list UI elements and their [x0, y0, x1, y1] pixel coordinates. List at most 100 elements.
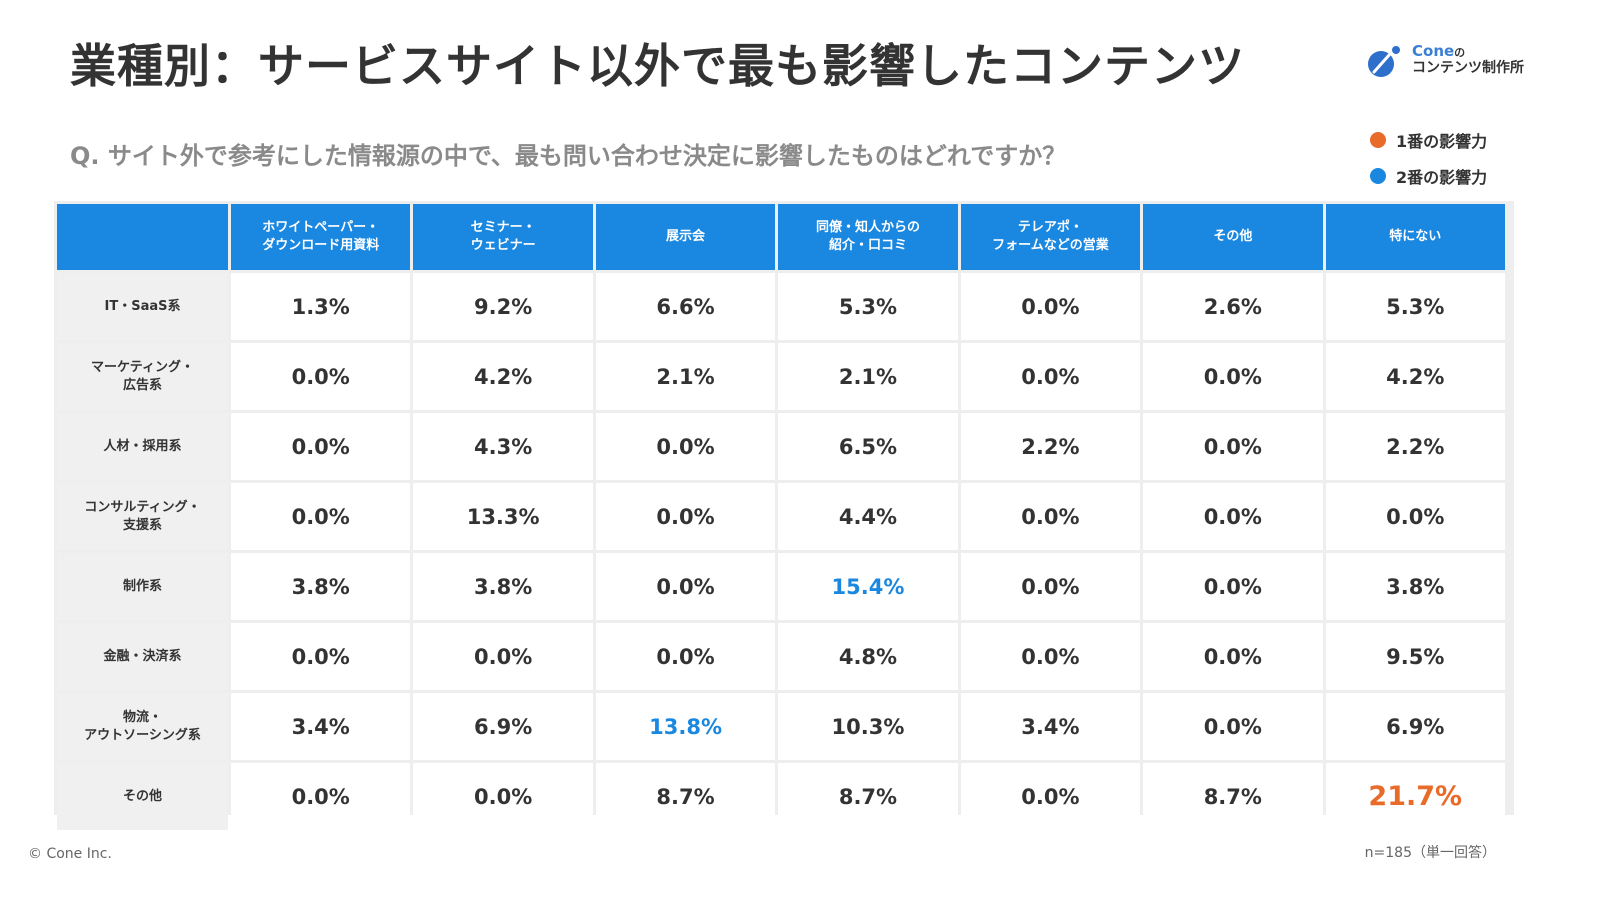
value-cell: 0.0% [231, 413, 411, 480]
value-cell: 6.6% [595, 273, 776, 340]
survey-question: Q. サイト外で参考にした情報源の中で、最も問い合わせ決定に影響したものはどれで… [70, 142, 1067, 170]
value-cell: 9.5% [1325, 623, 1505, 690]
column-header-line: フォームなどの営業 [992, 238, 1109, 253]
value-cell: 4.8% [778, 623, 958, 690]
logo-brand: Cone [1412, 42, 1455, 60]
row-label-line: 制作系 [122, 578, 162, 594]
row-label: 物流・アウトソーシング系 [57, 693, 228, 760]
column-header: 同僚・知人からの 紹介・口コミ [778, 204, 958, 270]
value-cell: 3.8% [413, 553, 593, 620]
row-label-line: マーケティング・ [91, 359, 194, 375]
row-label: マーケティング・ 広告系 [57, 343, 228, 410]
value-cell: 2.2% [1325, 413, 1505, 480]
value-cell: 0.0% [413, 623, 593, 690]
row-label: IT・SaaS系 [57, 273, 228, 340]
column-header-line: 特にない [1389, 229, 1442, 245]
table-row: マーケティング・ 広告系 0.0% 4.2% 2.1% 2.1% 0.0% 0.0% 4.2% [57, 343, 1505, 410]
column-header: ホワイトペーパー・ ダウンロード用資料 [231, 204, 411, 270]
value-cell: 0.0% [595, 413, 776, 480]
column-header-line: ダウンロード用資料 [262, 238, 380, 253]
legend-label-second: 2番の影響力 [1396, 168, 1488, 187]
table-row: コンサルティング・ 支援系 0.0% 13.3% 0.0% 4.4% 0.0% 0.0% 0.0… [57, 483, 1505, 550]
value-cell: 6.9% [1325, 693, 1505, 760]
value-cell: 13.8% [595, 693, 776, 760]
table-row: 人材・採用系 0.0% 4.3% 0.0% 6.5% 2.2% 0.0% 2.2% [57, 413, 1505, 480]
table-row: 物流・ アウトソーシング系 3.4% 6.9% 13.8% 10.3% 3.4% 0.0% 6.… [57, 693, 1505, 760]
value-cell: 0.0% [960, 343, 1141, 410]
column-header-line: その他 [1213, 229, 1253, 245]
logo-subtitle: コンテンツ制作所 [1412, 60, 1524, 77]
value-cell: 3.4% [960, 693, 1141, 760]
value-cell: 2.6% [1143, 273, 1323, 340]
legend-item-first: 1番の影響力 [1370, 122, 1487, 158]
column-header-line: セミナー・ [470, 220, 536, 236]
row-label-line: IT・SaaS系 [104, 298, 181, 314]
column-header: 展示会 [595, 204, 776, 270]
value-cell: 6.5% [778, 413, 958, 480]
value-cell: 10.3% [778, 693, 958, 760]
row-label: 制作系 [57, 553, 228, 620]
value-cell: 13.3% [413, 483, 593, 550]
value-cell: 21.7% [1325, 763, 1505, 830]
row-label-line: アウトソーシング系 [84, 727, 201, 743]
page-title: 業種別：サービスサイト以外で最も影響したコンテンツ [70, 39, 1245, 93]
cone-logo-icon [1368, 46, 1400, 77]
copyright: © Cone Inc. [28, 846, 112, 862]
value-cell: 2.1% [595, 343, 776, 410]
row-label-line: コンサルティング・ [84, 499, 201, 515]
value-cell: 0.0% [960, 273, 1141, 340]
value-cell: 4.2% [413, 343, 593, 410]
row-label: コンサルティング・ 支援系 [57, 483, 228, 550]
value-cell: 2.1% [778, 343, 958, 410]
value-cell: 0.0% [960, 483, 1141, 550]
legend: 1番の影響力 2番の影響力 [1370, 122, 1487, 194]
value-cell: 0.0% [960, 553, 1141, 620]
cone-logo: Coneの コンテンツ制作所 [1366, 42, 1566, 86]
row-label-line: 広告系 [122, 377, 162, 393]
value-cell: 0.0% [960, 623, 1141, 690]
row-label-line: 人材・採用系 [103, 438, 182, 454]
influence-table: ホワイトペーパー・ ダウンロード用資料 セミナー・ウェビナー 展示会 同僚・知人からの紹… [54, 201, 1508, 833]
row-label: 金融・決済系 [57, 623, 228, 690]
row-label-line: 金融・決済系 [103, 648, 182, 664]
value-cell: 8.7% [1143, 763, 1323, 830]
table-header-row: ホワイトペーパー・ ダウンロード用資料 セミナー・ウェビナー 展示会 同僚・知人からの紹… [57, 204, 1505, 270]
row-label-line: 支援系 [122, 517, 162, 533]
column-header-line: 紹介・口コミ [828, 238, 907, 253]
row-label: その他 [57, 763, 228, 830]
value-cell: 4.4% [778, 483, 958, 550]
column-header-line: ウェビナー [470, 238, 536, 253]
legend-label-first: 1番の影響力 [1396, 132, 1488, 151]
value-cell: 0.0% [1143, 413, 1323, 480]
value-cell: 3.8% [1325, 553, 1505, 620]
table-row: IT・SaaS系 1.3% 9.2% 6.6% 5.3% 0.0% 2.6% 5.3% [57, 273, 1505, 340]
column-header: テレアポ・フォームなどの営業 [960, 204, 1141, 270]
table-corner-cell [57, 204, 228, 270]
row-label-line: その他 [122, 788, 162, 804]
value-cell: 8.7% [595, 763, 776, 830]
value-cell: 0.0% [1143, 553, 1323, 620]
value-cell: 2.2% [960, 413, 1141, 480]
column-header-line: テレアポ・ [1017, 220, 1083, 236]
value-cell: 4.2% [1325, 343, 1505, 410]
column-header: その他 [1143, 204, 1323, 270]
value-cell: 15.4% [778, 553, 958, 620]
value-cell: 0.0% [231, 623, 411, 690]
value-cell: 0.0% [231, 343, 411, 410]
value-cell: 5.3% [1325, 273, 1505, 340]
value-cell: 0.0% [413, 763, 593, 830]
value-cell: 0.0% [231, 483, 411, 550]
value-cell: 0.0% [1143, 623, 1323, 690]
legend-dot-blue [1370, 168, 1386, 184]
row-label-line: 物流・ [122, 709, 162, 725]
column-header-line: 展示会 [666, 229, 706, 245]
logo-no: の [1454, 46, 1466, 59]
column-header-line: ホワイトペーパー・ [262, 220, 380, 236]
column-header-line: 同僚・知人からの [815, 220, 920, 236]
value-cell: 6.9% [413, 693, 593, 760]
table-row: 制作系 3.8% 3.8% 0.0% 15.4% 0.0% 0.0% 3.8% [57, 553, 1505, 620]
value-cell: 0.0% [595, 553, 776, 620]
row-label: 人材・採用系 [57, 413, 228, 480]
value-cell: 0.0% [595, 483, 776, 550]
value-cell: 3.4% [231, 693, 411, 760]
